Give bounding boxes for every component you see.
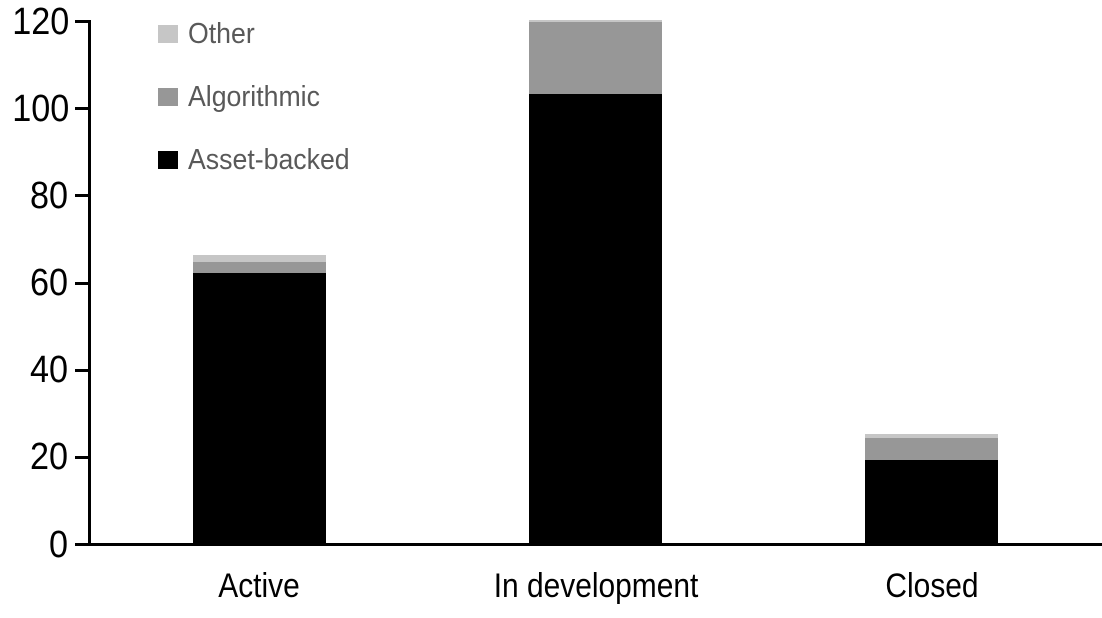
bar-closed [865, 434, 999, 543]
segment-algorithmic [865, 438, 999, 461]
y-axis-tick-label: 80 [29, 174, 68, 217]
legend-item-label: Other [188, 17, 255, 50]
y-axis-tick-label: 60 [29, 262, 68, 304]
legend-swatch-icon [158, 25, 178, 43]
x-axis-label-closed: Closed [885, 567, 979, 605]
y-axis-tick [75, 281, 91, 285]
bar-in-development [529, 20, 662, 543]
segment-asset-backed [529, 94, 662, 543]
y-axis-tick-label: 20 [29, 436, 68, 479]
y-axis-tick [75, 194, 91, 198]
legend-swatch-icon [158, 151, 178, 169]
y-axis-tick [75, 455, 91, 459]
legend-item-algorithmic: Algorithmic [158, 80, 331, 113]
y-axis-tick-label: 120 [12, 0, 70, 43]
legend-item-label: Asset-backed [188, 143, 350, 176]
segment-asset-backed [865, 460, 999, 543]
segment-other [192, 255, 326, 262]
y-axis-tick-label: 40 [29, 349, 68, 392]
y-axis-tick-label: 100 [12, 87, 70, 130]
y-axis-tick-label: 0 [48, 523, 68, 566]
x-axis-label-active: Active [218, 567, 300, 605]
y-axis-tick [75, 20, 91, 23]
bar-active [192, 255, 326, 543]
y-axis-tick [75, 107, 91, 111]
segment-other [529, 20, 662, 23]
x-axis-label-in-development: In development [493, 567, 698, 605]
segment-algorithmic [529, 22, 662, 95]
segment-algorithmic [192, 261, 326, 273]
x-axis-line [75, 543, 1102, 546]
legend-item-other: Other [158, 17, 261, 50]
segment-asset-backed [192, 272, 326, 543]
legend-swatch-icon [158, 88, 178, 106]
legend-item-asset-backed: Asset-backed [158, 143, 364, 176]
segment-other [865, 434, 999, 439]
legend-item-label: Algorithmic [188, 80, 320, 113]
y-axis-tick [75, 368, 91, 372]
